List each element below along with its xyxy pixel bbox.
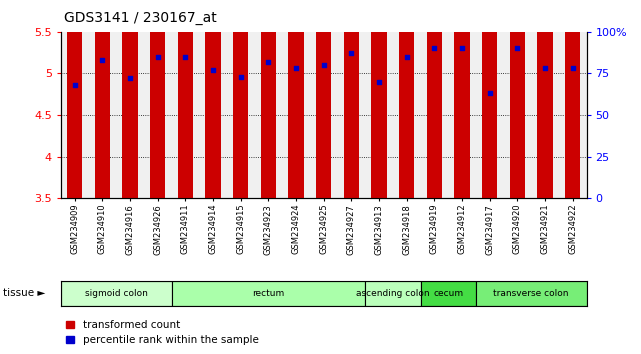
Bar <box>233 0 248 198</box>
Bar <box>510 0 525 198</box>
Bar <box>482 0 497 198</box>
Bar <box>122 0 138 198</box>
Point <box>70 82 80 88</box>
Bar <box>288 0 304 198</box>
Bar <box>150 0 165 198</box>
Bar <box>172 281 365 306</box>
Point <box>153 54 163 59</box>
Bar <box>454 0 470 198</box>
Point <box>540 65 550 71</box>
Point <box>346 51 356 56</box>
Bar <box>399 0 414 198</box>
Point <box>180 54 190 59</box>
Point <box>263 59 274 65</box>
Bar <box>261 0 276 198</box>
Text: tissue ►: tissue ► <box>3 289 46 298</box>
Bar <box>316 0 331 198</box>
Point <box>567 65 578 71</box>
Text: sigmoid colon: sigmoid colon <box>85 289 147 298</box>
Bar <box>205 0 221 198</box>
Bar <box>95 0 110 198</box>
Point <box>401 54 412 59</box>
Bar <box>371 0 387 198</box>
Bar <box>420 281 476 306</box>
Point <box>319 62 329 68</box>
Text: ascending colon: ascending colon <box>356 289 429 298</box>
Bar <box>178 0 193 198</box>
Point <box>429 46 440 51</box>
Bar <box>476 281 587 306</box>
Point <box>512 46 522 51</box>
Bar <box>344 0 359 198</box>
Bar <box>537 0 553 198</box>
Point <box>485 91 495 96</box>
Point <box>457 46 467 51</box>
Point <box>374 79 384 85</box>
Bar <box>61 281 172 306</box>
Text: rectum: rectum <box>253 289 285 298</box>
Point <box>97 57 108 63</box>
Bar <box>427 0 442 198</box>
Text: GDS3141 / 230167_at: GDS3141 / 230167_at <box>64 11 217 25</box>
Point <box>291 65 301 71</box>
Point <box>236 74 246 80</box>
Bar <box>565 0 580 198</box>
Point <box>125 76 135 81</box>
Legend: transformed count, percentile rank within the sample: transformed count, percentile rank withi… <box>66 320 259 345</box>
Bar <box>67 0 82 198</box>
Text: transverse colon: transverse colon <box>494 289 569 298</box>
Bar <box>365 281 420 306</box>
Point <box>208 67 218 73</box>
Text: cecum: cecum <box>433 289 463 298</box>
